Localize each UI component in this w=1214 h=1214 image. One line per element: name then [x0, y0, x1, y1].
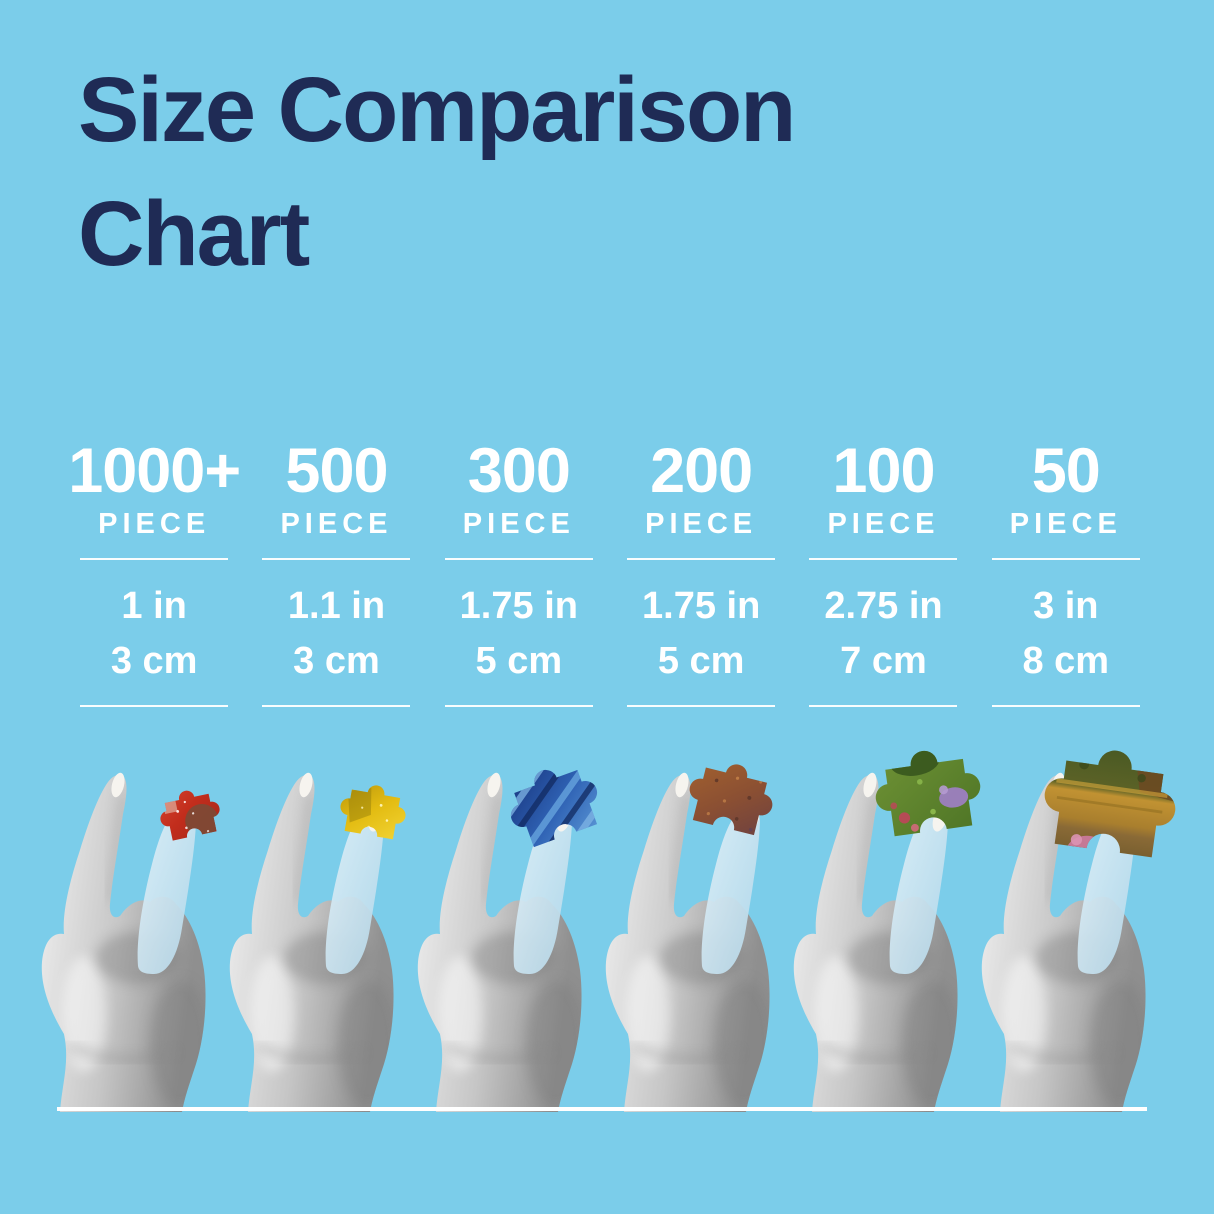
bottom-baseline [57, 1107, 1147, 1111]
divider-line [627, 705, 776, 707]
size-column-1000: 1000+ PIECE 1 in 3 cm [63, 438, 245, 707]
piece-label: PIECE [462, 508, 575, 540]
size-column-500: 500 PIECE 1.1 in 3 cm [245, 438, 427, 707]
divider-line [991, 705, 1140, 707]
hand-with-puzzle-piece-100 [770, 743, 1000, 1112]
divider-line [627, 558, 776, 560]
piece-label: PIECE [98, 508, 211, 540]
size-column-100: 100 PIECE 2.75 in 7 cm [792, 438, 974, 707]
page-title-line1: Size Comparison [78, 59, 796, 161]
size-inches: 1.75 in [459, 585, 578, 627]
piece-count: 200 [650, 436, 753, 506]
page-title: Size Comparison Chart [78, 48, 796, 296]
divider-line [809, 558, 958, 560]
piece-label: PIECE [645, 508, 758, 540]
divider-line [991, 558, 1140, 560]
divider-line [444, 705, 593, 707]
size-column-300: 300 PIECE 1.75 in 5 cm [428, 438, 610, 707]
piece-label: PIECE [1009, 508, 1122, 540]
piece-count: 100 [832, 436, 935, 506]
size-centimeters: 3 cm [110, 640, 198, 682]
size-centimeters: 7 cm [840, 640, 927, 682]
piece-count: 1000+ [68, 436, 241, 506]
piece-count: 50 [1031, 436, 1101, 506]
puzzle-piece-icon [870, 743, 986, 839]
size-centimeters: 8 cm [1022, 640, 1110, 682]
size-inches: 3 in [1033, 585, 1099, 627]
piece-label: PIECE [280, 508, 393, 540]
divider-line [444, 558, 593, 560]
divider-line [80, 558, 229, 560]
hand-with-puzzle-piece-200 [582, 754, 812, 1112]
size-inches: 1.1 in [287, 585, 386, 627]
size-centimeters: 5 cm [475, 640, 563, 682]
puzzle-piece-icon [682, 754, 781, 838]
piece-count: 500 [285, 436, 388, 506]
size-column-200: 200 PIECE 1.75 in 5 cm [610, 438, 792, 707]
divider-line [262, 705, 411, 707]
puzzle-piece-icon [336, 779, 410, 841]
page-title-line2: Chart [78, 183, 310, 285]
comparison-columns: 1000+ PIECE 1 in 3 cm 500 PIECE 1.1 in 3… [63, 438, 1157, 707]
hand-with-puzzle-piece-50 [958, 741, 1188, 1112]
size-inches: 1 in [121, 585, 187, 627]
size-inches: 1.75 in [642, 585, 761, 627]
divider-line [809, 705, 958, 707]
piece-count: 300 [467, 436, 571, 506]
hand-with-puzzle-piece-500 [206, 762, 436, 1112]
hand-with-puzzle-piece-300 [394, 755, 624, 1112]
size-inches: 2.75 in [824, 585, 943, 627]
piece-label: PIECE [827, 508, 940, 540]
puzzle-piece-icon [1038, 741, 1183, 860]
divider-line [80, 705, 229, 707]
hand-with-puzzle-piece-1000 [18, 762, 248, 1112]
puzzle-piece-icon [155, 784, 225, 843]
size-column-50: 50 PIECE 3 in 8 cm [975, 438, 1157, 707]
size-centimeters: 3 cm [293, 640, 380, 682]
size-centimeters: 5 cm [657, 640, 745, 682]
divider-line [262, 558, 411, 560]
